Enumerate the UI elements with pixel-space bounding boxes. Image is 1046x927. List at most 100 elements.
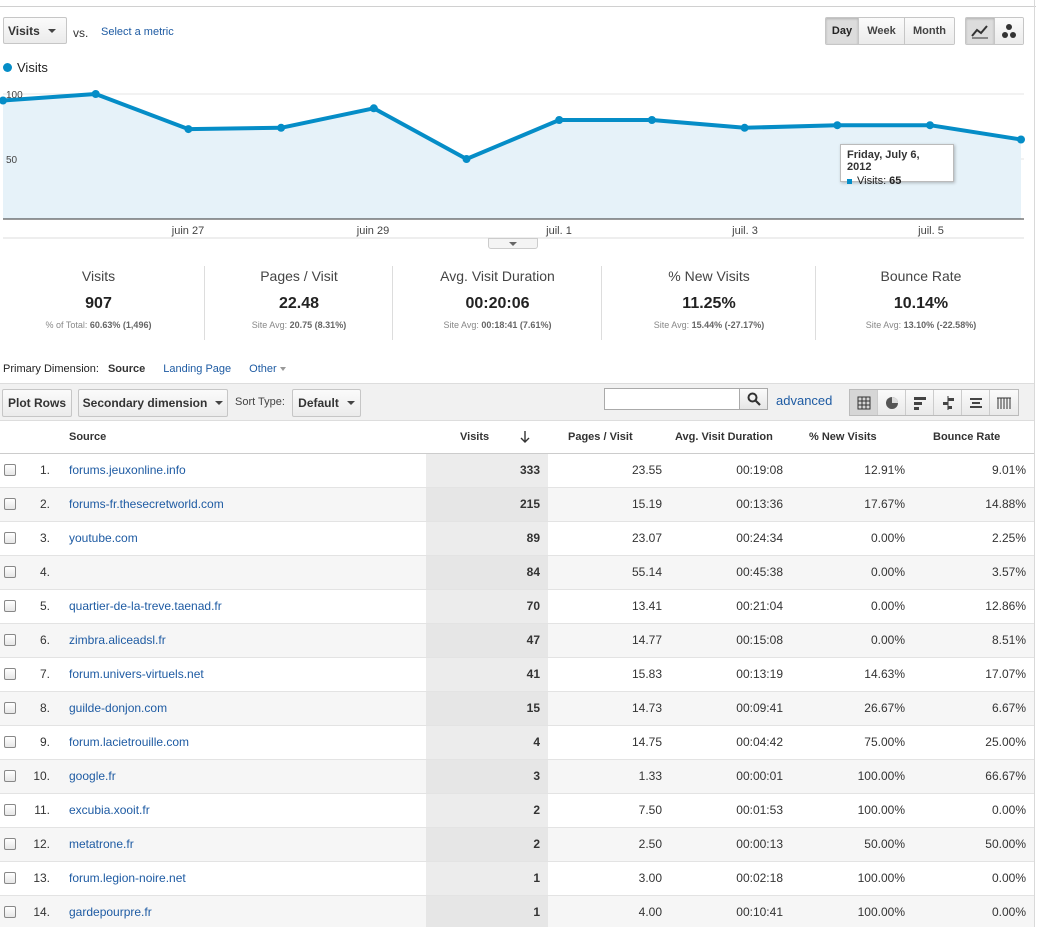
row-checkbox[interactable] (4, 668, 16, 680)
row-checkbox[interactable] (4, 464, 16, 476)
table-row[interactable]: 2. forums-fr.thesecretworld.com 215 15.19 00… (0, 487, 1034, 522)
chart-type-toggle (965, 17, 1024, 45)
visits-column-header[interactable]: Visits (426, 421, 548, 454)
row-checkbox[interactable] (4, 498, 16, 510)
motion-chart-icon[interactable] (995, 18, 1023, 44)
source-link[interactable]: forums-fr.thesecretworld.com (69, 497, 224, 511)
visits-line-chart[interactable]: 100 50 (0, 80, 1034, 240)
plot-rows-button[interactable]: Plot Rows (2, 389, 72, 417)
pages-visit-cell: 23.07 (548, 521, 670, 556)
sort-arrow-down-icon (520, 430, 530, 443)
new-visits-cell: 0.00% (791, 623, 913, 658)
select-metric-link[interactable]: Select a metric (101, 26, 174, 38)
row-index: 11. (30, 793, 64, 828)
bounce-rate-cell: 0.00% (913, 861, 1034, 896)
source-cell: forum.univers-virtuels.net (64, 657, 426, 692)
week-button[interactable]: Week (859, 18, 905, 44)
source-link[interactable]: youtube.com (69, 531, 138, 545)
source-link[interactable]: forum.legion-noire.net (69, 871, 186, 885)
source-link[interactable]: forum.lacietrouille.com (69, 735, 190, 749)
chart-legend[interactable]: Visits (3, 60, 48, 75)
new-visits-column-header[interactable]: % New Visits (791, 421, 913, 454)
source-link[interactable]: guilde-donjon.com (69, 701, 168, 715)
table-row[interactable]: 10. google.fr 3 1.33 00:00:01 100.00% 66.67% (0, 759, 1034, 794)
duration-cell: 00:00:13 (670, 827, 791, 862)
source-cell: forums.jeuxonline.info (64, 453, 426, 488)
new-visits-cell: 75.00% (791, 725, 913, 760)
sort-type-dropdown[interactable]: Default (292, 389, 361, 417)
table-row[interactable]: 13. forum.legion-noire.net 1 3.00 00:02:18 10… (0, 861, 1034, 896)
row-checkbox[interactable] (4, 906, 16, 918)
new-visits-cell: 26.67% (791, 691, 913, 726)
new-visits-cell: 0.00% (791, 555, 913, 590)
row-checkbox-cell (0, 793, 30, 828)
secondary-dimension-dropdown[interactable]: Secondary dimension (78, 389, 228, 417)
duration-cell: 00:00:01 (670, 759, 791, 794)
table-row[interactable]: 11. excubia.xooit.fr 2 7.50 00:01:53 100.00% 0… (0, 793, 1034, 828)
duration-column-header[interactable]: Avg. Visit Duration (670, 421, 791, 454)
table-row[interactable]: 8. guilde-donjon.com 15 14.73 00:09:41 26.67%… (0, 691, 1034, 726)
row-checkbox[interactable] (4, 736, 16, 748)
day-button[interactable]: Day (826, 18, 859, 44)
table-row[interactable]: 1. forums.jeuxonline.info 333 23.55 00:19:08… (0, 453, 1034, 488)
row-checkbox[interactable] (4, 600, 16, 612)
granularity-toggle: Day Week Month (825, 17, 955, 45)
visits-header-label: Visits (460, 430, 490, 443)
table-search-input[interactable] (604, 388, 740, 410)
line-chart-icon[interactable] (966, 18, 995, 44)
comparison-view-icon[interactable] (934, 390, 962, 415)
data-point (0, 96, 7, 105)
pie-view-icon[interactable] (878, 390, 906, 415)
row-checkbox[interactable] (4, 804, 16, 816)
pivot-view-icon[interactable] (990, 390, 1018, 415)
row-checkbox[interactable] (4, 634, 16, 646)
tooltip-date: Friday, July 6, 2012 (847, 149, 920, 173)
month-button[interactable]: Month (905, 18, 954, 44)
source-link[interactable]: forums.jeuxonline.info (69, 463, 186, 477)
table-row[interactable]: 6. zimbra.aliceadsl.fr 47 14.77 00:15:08 0.00… (0, 623, 1034, 658)
table-row[interactable]: 4. 84 55.14 00:45:38 0.00% 3.57% (0, 555, 1034, 590)
table-view-icon[interactable] (850, 390, 878, 415)
source-link[interactable]: zimbra.aliceadsl.fr (69, 633, 166, 647)
row-checkbox[interactable] (4, 566, 16, 578)
duration-cell: 00:02:18 (670, 861, 791, 896)
table-row[interactable]: 3. youtube.com 89 23.07 00:24:34 0.00% 2.25% (0, 521, 1034, 556)
term-cloud-icon[interactable] (962, 390, 990, 415)
table-row[interactable]: 9. forum.lacietrouille.com 4 14.75 00:04:42 7… (0, 725, 1034, 760)
source-link[interactable]: excubia.xooit.fr (69, 803, 150, 817)
duration-cell: 00:13:36 (670, 487, 791, 522)
dimension-other[interactable]: Other (249, 363, 286, 375)
new-visits-cell: 17.67% (791, 487, 913, 522)
scorecard-label: Visits (81, 268, 116, 284)
dimension-landing-page[interactable]: Landing Page (163, 363, 232, 375)
table-row[interactable]: 14. gardepourpre.fr 1 4.00 00:10:41 100.00% 0.… (0, 895, 1034, 927)
pages-visit-column-header[interactable]: Pages / Visit (548, 421, 670, 454)
table-toolbar: Plot Rows Secondary dimension Sort Type:… (0, 383, 1034, 421)
source-link[interactable]: quartier-de-la-treve.taenad.fr (69, 599, 222, 613)
advanced-filter-link[interactable]: advanced (776, 393, 833, 408)
dimension-other-label: Other (249, 363, 277, 375)
row-checkbox[interactable] (4, 770, 16, 782)
search-button[interactable] (739, 388, 768, 410)
source-column-header[interactable]: Source (64, 421, 426, 454)
source-link[interactable]: forum.univers-virtuels.net (69, 667, 204, 681)
source-link[interactable]: google.fr (69, 769, 116, 783)
table-row[interactable]: 12. metatrone.fr 2 2.50 00:00:13 50.00% 50.00% (0, 827, 1034, 862)
source-link[interactable]: metatrone.fr (69, 837, 134, 851)
collapse-chart-handle[interactable] (488, 238, 538, 249)
row-checkbox[interactable] (4, 532, 16, 544)
x-tick-label: juil. 1 (546, 225, 572, 237)
table-row[interactable]: 7. forum.univers-virtuels.net 41 15.83 00:13… (0, 657, 1034, 692)
row-checkbox[interactable] (4, 702, 16, 714)
metric-dropdown[interactable]: Visits (3, 17, 67, 44)
duration-cell: 00:10:41 (670, 895, 791, 927)
source-cell: youtube.com (64, 521, 426, 556)
row-checkbox[interactable] (4, 872, 16, 884)
row-checkbox[interactable] (4, 838, 16, 850)
source-link[interactable]: gardepourpre.fr (69, 905, 152, 919)
data-point (277, 123, 286, 132)
table-row[interactable]: 5. quartier-de-la-treve.taenad.fr 70 13.41 0… (0, 589, 1034, 624)
bounce-rate-cell: 17.07% (913, 657, 1034, 692)
performance-view-icon[interactable] (906, 390, 934, 415)
bounce-rate-column-header[interactable]: Bounce Rate (913, 421, 1034, 454)
